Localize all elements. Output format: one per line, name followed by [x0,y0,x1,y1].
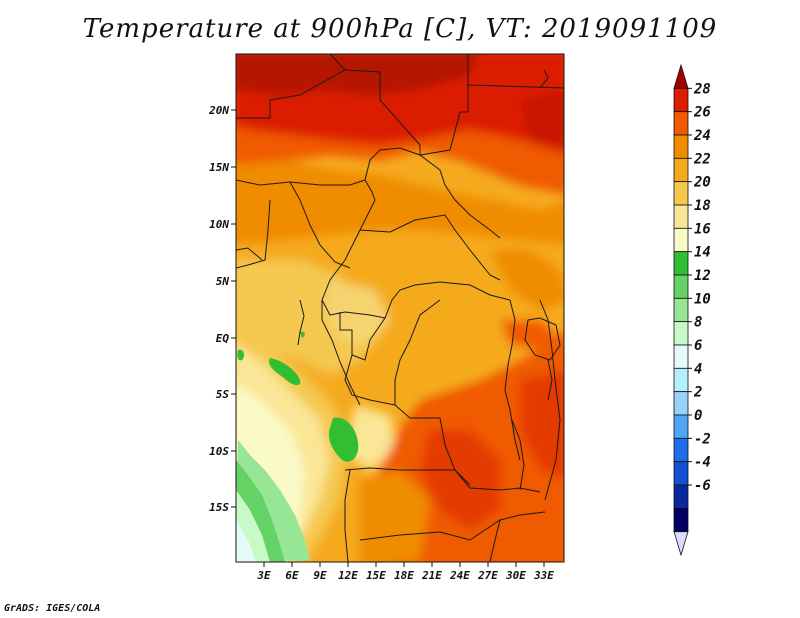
country-borders [236,54,564,562]
colorbar-label: 14 [694,245,711,261]
lon-tick-label: 15E [366,569,386,582]
colorbar-swatch [673,437,689,463]
colorbar-swatch [673,531,689,557]
colorbar-swatch [673,227,689,253]
colorbar-label: 0 [694,408,702,424]
lon-tick-label: 9E [313,569,327,582]
colorbar-swatch [673,251,689,276]
colorbar-swatch [673,157,689,183]
colorbar-label: 6 [694,338,702,354]
colorbar-swatch [673,344,689,369]
colorbar-label: 16 [694,221,711,237]
colorbar-swatch [673,204,689,229]
lat-tick-label: 10N [209,218,229,231]
colorbar-swatch [673,484,689,509]
colorbar-label: 20 [693,175,711,191]
colorbar-swatch [673,461,689,486]
colorbar-label: -6 [694,478,711,494]
colorbar-label: -2 [694,431,711,447]
colorbar-label: 22 [693,151,711,167]
colorbar-swatch [673,111,689,136]
longitude-axis: 3E 6E 9E 12E 15E 18E 21E 24E 27E 30E 33E [256,562,554,582]
colorbar-swatch [673,134,689,159]
lat-tick-label: 15N [209,161,229,174]
lat-tick-label: 20N [208,104,229,117]
temperature-field [236,54,564,562]
colorbar-label: 12 [694,268,711,284]
colorbar-label: -4 [694,455,711,471]
map-frame [235,53,565,563]
lon-tick-label: 33E [533,569,554,582]
lat-tick-label: 5S [216,388,230,401]
lon-tick-label: 21E [421,569,442,582]
colorbar-swatch [673,321,689,346]
colorbar-swatch [673,414,689,439]
lon-tick-label: 27E [477,569,498,582]
lon-tick-label: 3E [256,569,271,582]
lon-tick-label: 12E [338,569,358,582]
colorbar-label: 8 [694,315,702,331]
lon-tick-label: 24E [449,569,470,582]
colorbar-swatch [673,63,689,89]
colorbar-swatch [673,367,689,393]
lat-tick-label: EQ [216,332,230,345]
colorbar-label: 24 [693,128,711,144]
chart-title: Temperature at 900hPa [C], VT: 201909110… [82,14,718,44]
colorbar-swatch [673,181,689,206]
colorbar-label: 2 [693,385,702,401]
colorbar-label: 28 [693,81,711,97]
lat-tick-label: 15S [209,501,229,514]
colorbar-swatch [673,87,689,113]
colorbar-swatch [673,297,689,323]
colorbar-swatch [673,391,689,416]
colorbar-swatch [673,274,689,299]
lat-tick-label: 10S [209,445,229,458]
lat-tick-label: 5N [216,275,230,288]
colorbar-label: 18 [694,198,711,214]
colorbar-swatch [673,507,689,533]
lon-tick-label: 30E [505,569,526,582]
credit-label: GrADS: IGES/COLA [4,603,101,614]
colorbar-label: 10 [694,291,711,307]
lon-tick-label: 18E [394,569,414,582]
latitude-axis: 20N 15N 10N 5N EQ 5S 10S 15S [208,104,236,514]
lon-tick-label: 6E [285,569,299,582]
colorbar-label: 26 [693,105,711,121]
colorbar-label: 4 [694,361,702,377]
